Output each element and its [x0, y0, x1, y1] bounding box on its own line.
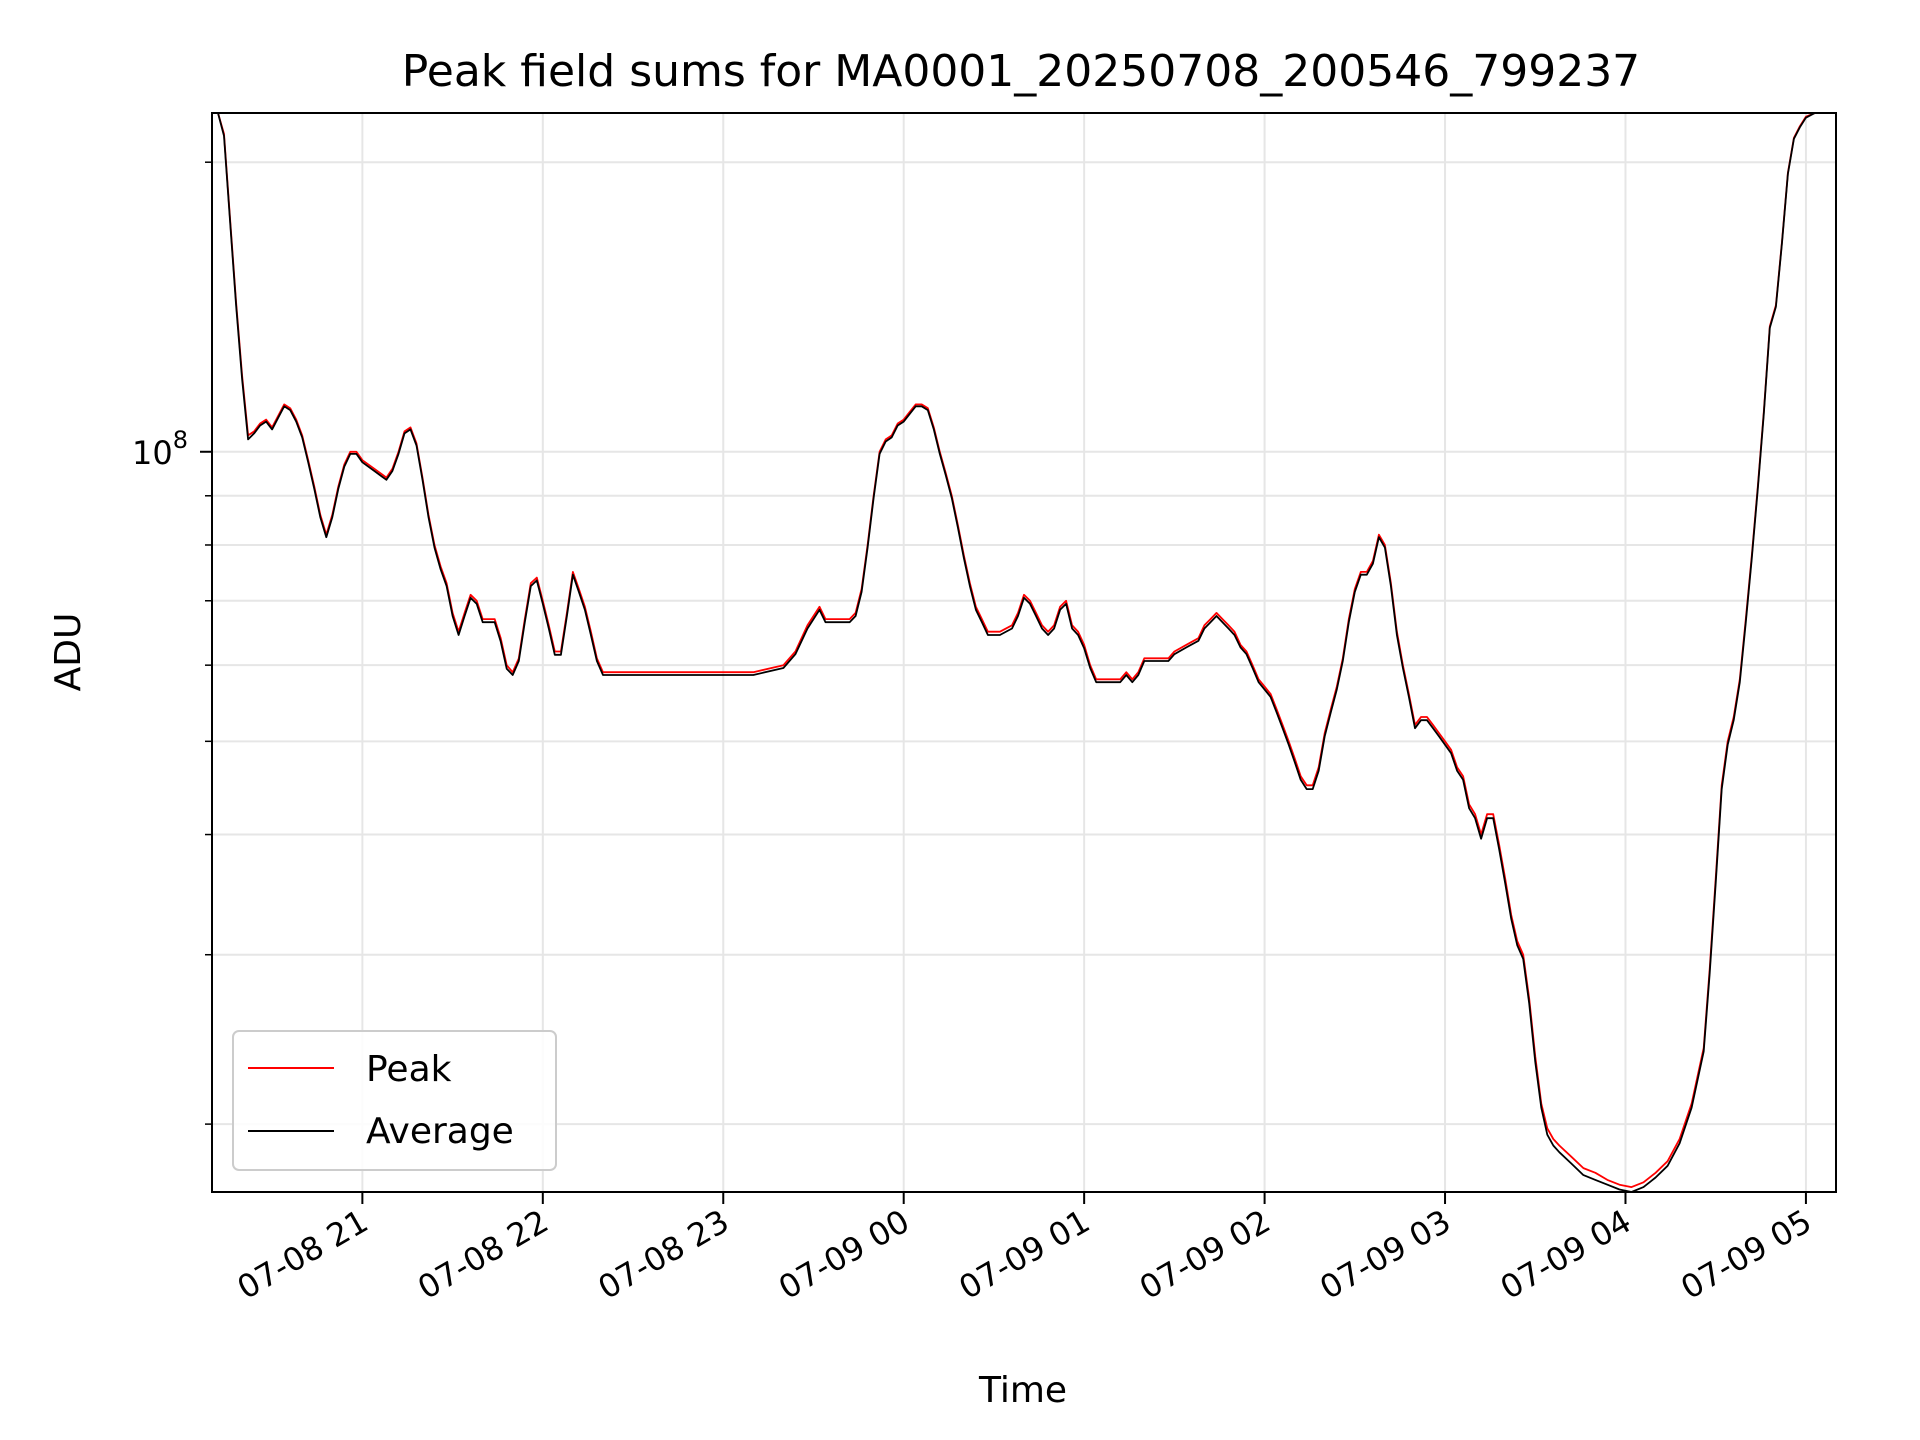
plot-frame — [211, 112, 1837, 1193]
legend-label-peak: Peak — [366, 1049, 452, 1090]
legend: Peak Average — [232, 1030, 557, 1171]
legend-box — [232, 1030, 557, 1171]
plot-series — [212, 113, 1816, 1192]
chart-title: Peak field sums for MA0001_20250708_2005… — [402, 46, 1640, 97]
y-axis-label: ADU — [48, 613, 89, 692]
grid — [212, 113, 1836, 1192]
x-axis-label: Time — [978, 1370, 1067, 1411]
legend-label-average: Average — [366, 1111, 514, 1152]
series-line-average — [212, 113, 1816, 1192]
